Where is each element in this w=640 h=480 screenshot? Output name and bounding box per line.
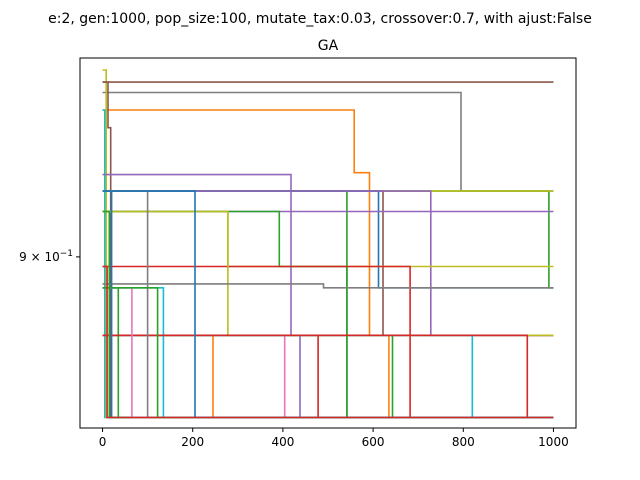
x-axis: 0 200 400 600 800 1000 [99, 428, 569, 449]
y-tick-label-exponent: −1 [60, 249, 73, 259]
x-tick-label: 1000 [538, 435, 569, 449]
x-tick-label: 400 [271, 435, 294, 449]
chart-title: GA [318, 38, 339, 54]
y-axis: 9 × 10−1 [19, 249, 80, 264]
series-layer [102, 69, 554, 419]
figure-suptitle: e:2, gen:1000, pop_size:100, mutate_tax:… [48, 11, 592, 27]
x-tick-label: 200 [181, 435, 204, 449]
x-tick-label: 600 [362, 435, 385, 449]
plot-frame [79, 57, 577, 429]
series-line-19 [102, 283, 554, 289]
x-tick-label: 0 [99, 435, 107, 449]
y-tick-label: 9 × 10−1 [19, 249, 73, 264]
series-line-36 [102, 265, 554, 419]
x-tick-label: 800 [452, 435, 475, 449]
y-tick-label-base: 9 × 10 [19, 250, 60, 264]
